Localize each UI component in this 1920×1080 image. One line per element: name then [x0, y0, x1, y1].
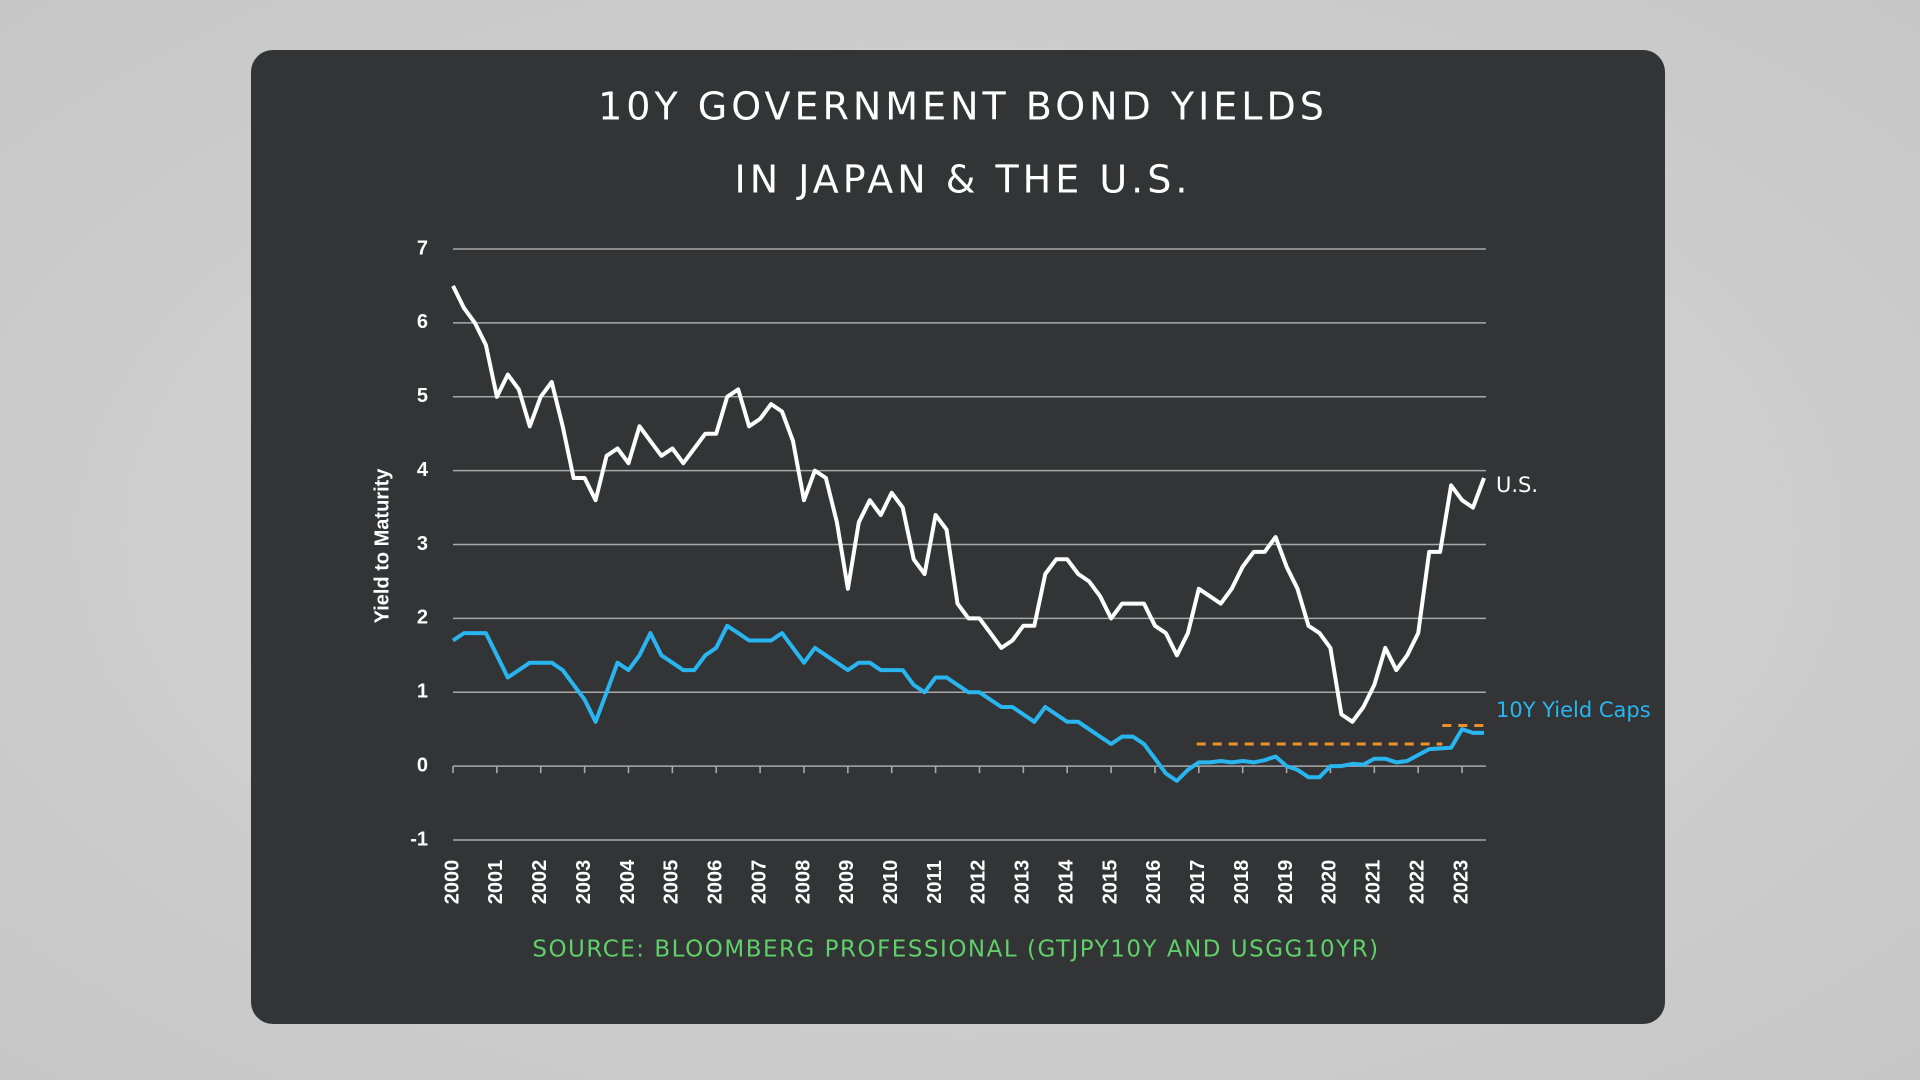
y-tick-label: 5: [417, 385, 428, 407]
x-tick-label: 2010: [880, 860, 902, 905]
x-tick-label: 2005: [661, 860, 683, 905]
x-tick-label: 2021: [1363, 860, 1385, 905]
x-tick-label: 2023: [1450, 860, 1472, 905]
card: [251, 50, 1665, 1024]
x-tick-label: 2013: [1012, 860, 1034, 905]
x-tick-label: 2006: [705, 860, 727, 905]
y-tick-label: -1: [410, 828, 428, 850]
y-axis-label: Yield to Maturity: [371, 468, 393, 624]
x-tick-label: 2011: [924, 860, 946, 903]
y-tick-label: 2: [417, 607, 428, 629]
x-tick-label: 2008: [792, 860, 814, 905]
x-tick-label: 2016: [1143, 860, 1165, 905]
x-tick-label: 2019: [1275, 860, 1297, 905]
x-tick-label: 2004: [617, 859, 639, 904]
y-tick-label: 7: [417, 237, 428, 259]
x-tick-label: 2017: [1187, 860, 1209, 905]
x-tick-label: 2000: [441, 860, 463, 905]
x-tick-label: 2003: [573, 860, 595, 905]
x-tick-label: 2002: [529, 860, 551, 905]
series-label: U.S.: [1496, 473, 1538, 497]
x-tick-label: 2001: [485, 860, 507, 905]
y-tick-label: 1: [417, 681, 428, 703]
y-tick-label: 6: [417, 311, 428, 333]
chart-title: 10Y GOVERNMENT BOND YIELDS: [598, 85, 1328, 129]
series-line: [451, 285, 1486, 724]
y-tick-label: 0: [417, 754, 428, 776]
x-tick-label: 2009: [836, 860, 858, 905]
x-tick-label: 2015: [1099, 860, 1121, 905]
source: SOURCE: BLOOMBERG PROFESSIONAL (GTJPY10Y…: [532, 937, 1379, 963]
y-tick-label: 3: [417, 533, 428, 555]
x-tick-label: 2022: [1406, 860, 1428, 905]
series-line: [451, 623, 1484, 783]
x-tick-label: 2014: [1055, 859, 1077, 904]
x-tick-label: 2020: [1319, 860, 1341, 905]
x-tick-label: 2012: [968, 860, 990, 905]
x-tick-label: 2018: [1231, 860, 1253, 905]
series-label: 10Y Yield Caps: [1496, 698, 1651, 722]
x-tick-label: 2007: [748, 860, 770, 905]
chart-title: IN JAPAN & THE U.S.: [735, 158, 1192, 202]
y-tick-label: 4: [417, 459, 429, 481]
